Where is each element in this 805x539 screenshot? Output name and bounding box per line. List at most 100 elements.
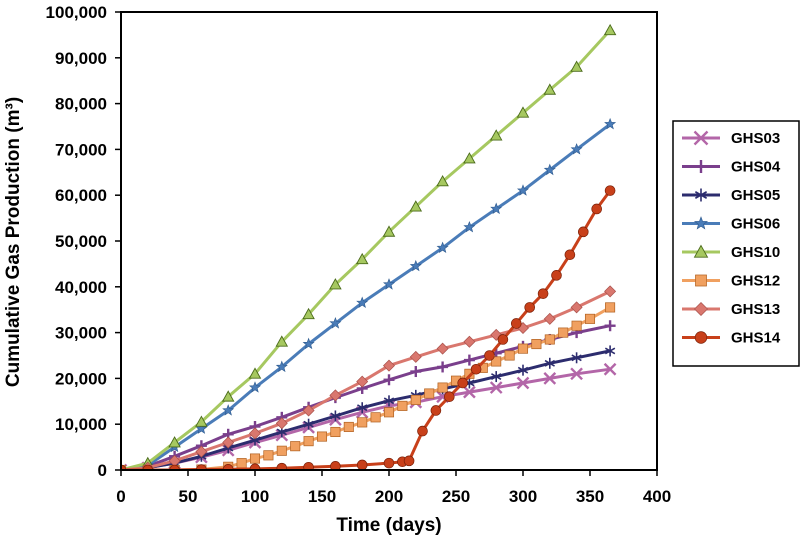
data-point-ghs03 — [543, 372, 557, 385]
x-tick-label: 100 — [241, 487, 269, 506]
data-point-ghs12 — [605, 302, 616, 313]
data-point-ghs12 — [236, 458, 247, 469]
data-point-ghs14 — [403, 455, 415, 467]
data-point-ghs10 — [463, 152, 476, 164]
data-point-ghs05 — [517, 364, 529, 376]
data-point-ghs10 — [221, 390, 235, 402]
data-point-ghs13 — [543, 312, 556, 325]
data-point-ghs05 — [491, 371, 502, 383]
data-point-ghs12 — [357, 417, 368, 428]
data-point-ghs05 — [604, 345, 616, 357]
x-tick-label: 300 — [509, 487, 537, 506]
data-point-ghs12 — [397, 400, 408, 411]
data-point-ghs06 — [275, 360, 288, 373]
data-point-ghs12 — [410, 394, 421, 405]
data-point-ghs13 — [195, 445, 208, 458]
data-point-ghs12 — [290, 441, 301, 452]
data-point-ghs12 — [531, 339, 542, 350]
data-point-ghs06 — [382, 278, 396, 290]
data-point-ghs12 — [491, 356, 502, 367]
data-point-ghs13 — [356, 375, 369, 388]
data-point-ghs13 — [604, 285, 617, 298]
y-tick-label: 0 — [98, 461, 107, 480]
legend: GHS03 GHS04 GHS05 GHS06 GHS10 GHS12 GHS13 GHS14 — [672, 120, 800, 367]
series-ghs06 — [121, 117, 617, 470]
data-point-ghs14 — [330, 461, 341, 470]
data-point-ghs12 — [316, 431, 328, 442]
data-point-ghs13 — [275, 417, 288, 430]
data-point-ghs12 — [343, 421, 354, 432]
data-point-ghs12 — [584, 313, 596, 324]
legend-label: GHS10 — [731, 244, 780, 261]
y-tick-label: 40,000 — [55, 278, 107, 297]
legend-marker-ghs03 — [693, 130, 709, 146]
data-point-ghs06 — [222, 404, 235, 416]
data-point-ghs13 — [436, 342, 449, 355]
data-point-ghs04 — [463, 354, 475, 366]
data-point-ghs03 — [516, 376, 530, 390]
legend-item-ghs12: GHS12 — [682, 273, 780, 290]
data-point-ghs12 — [424, 388, 435, 399]
data-point-ghs14 — [497, 334, 509, 345]
data-point-ghs12 — [558, 327, 569, 338]
data-point-ghs03 — [603, 362, 617, 376]
legend-marker-ghs13 — [694, 302, 708, 316]
data-point-ghs13 — [329, 389, 342, 402]
data-point-ghs14 — [383, 457, 395, 469]
legend-item-ghs04: GHS04 — [682, 159, 781, 176]
legend-marker-ghs04 — [694, 160, 708, 173]
y-tick-label: 90,000 — [55, 49, 107, 68]
legend-label: GHS03 — [731, 130, 780, 147]
data-point-ghs12 — [330, 426, 341, 438]
data-point-ghs13 — [383, 359, 395, 372]
data-point-ghs14 — [551, 270, 562, 281]
x-tick-label: 250 — [442, 487, 470, 506]
data-point-ghs14 — [356, 459, 368, 470]
x-tick-label: 350 — [576, 487, 604, 506]
legend-label: GHS05 — [731, 187, 780, 204]
data-point-ghs14 — [417, 425, 428, 437]
y-tick-label: 60,000 — [55, 186, 107, 205]
data-point-ghs10 — [436, 175, 449, 187]
data-point-ghs14 — [591, 203, 602, 215]
data-point-ghs04 — [604, 320, 616, 332]
data-point-ghs03 — [489, 381, 503, 394]
series-line-ghs10 — [121, 29, 612, 470]
data-point-ghs12 — [544, 334, 555, 345]
x-tick-label: 400 — [643, 487, 671, 506]
x-tick-label: 50 — [179, 487, 198, 506]
legend-item-ghs06: GHS06 — [682, 216, 780, 233]
data-point-ghs12 — [249, 453, 261, 464]
data-point-ghs13 — [463, 335, 476, 348]
data-point-ghs10 — [355, 252, 369, 265]
legend-marker-ghs05 — [694, 188, 708, 202]
data-point-ghs14 — [249, 463, 261, 470]
data-point-ghs06 — [463, 220, 476, 233]
data-point-ghs06 — [356, 296, 369, 309]
data-point-ghs10 — [248, 367, 262, 379]
data-point-ghs12 — [370, 412, 381, 423]
y-tick-label: 70,000 — [55, 140, 107, 159]
y-axis-title: Cumulative Gas Production (m³) — [3, 97, 24, 387]
data-point-ghs12 — [437, 382, 448, 393]
legend-item-ghs03: GHS03 — [682, 130, 780, 147]
data-point-ghs10 — [570, 60, 583, 72]
data-point-ghs05 — [330, 410, 341, 422]
data-point-ghs05 — [383, 395, 395, 407]
data-point-ghs12 — [303, 436, 314, 447]
data-point-ghs14 — [457, 377, 468, 389]
data-point-ghs10 — [489, 129, 503, 141]
data-point-ghs13 — [570, 301, 583, 314]
legend-label: GHS04 — [731, 159, 781, 176]
data-point-ghs10 — [329, 278, 342, 290]
data-point-ghs10 — [603, 23, 617, 36]
data-point-ghs14 — [276, 462, 288, 470]
data-point-ghs06 — [543, 163, 556, 176]
data-point-ghs14 — [303, 461, 314, 470]
legend-item-ghs14: GHS14 — [682, 330, 781, 347]
data-point-ghs12 — [504, 350, 515, 361]
data-point-ghs10 — [168, 436, 181, 448]
data-point-ghs05 — [357, 402, 368, 414]
legend-marker-ghs14 — [694, 331, 708, 344]
